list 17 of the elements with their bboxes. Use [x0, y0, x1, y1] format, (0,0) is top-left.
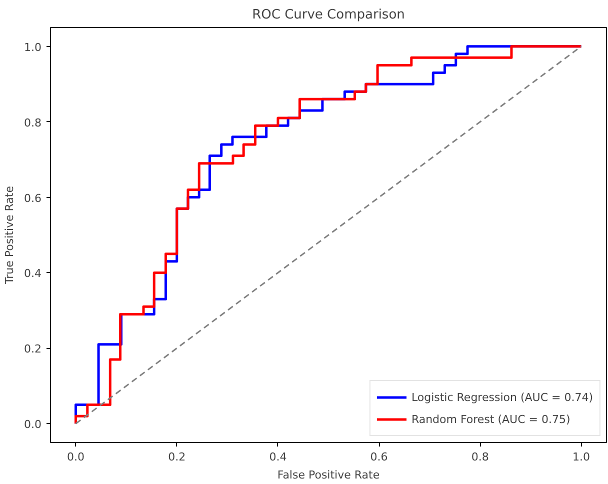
y-tick-label: 1.0	[24, 40, 42, 54]
chart-title: ROC Curve Comparison	[252, 8, 405, 22]
x-tick-label: 0.2	[168, 450, 186, 464]
y-tick-label: 0.4	[24, 267, 42, 280]
y-tick-label: 0.6	[24, 192, 42, 205]
x-tick-label: 0.8	[471, 450, 489, 464]
x-tick-label: 0.4	[269, 450, 287, 464]
y-tick-label: 0.8	[24, 116, 42, 130]
x-tick-label: 0.0	[67, 450, 85, 464]
y-tick-label: 0.2	[24, 342, 42, 356]
legend-label: Logistic Regression (AUC = 0.74)	[411, 390, 593, 404]
y-tick-label: 0.0	[24, 418, 42, 432]
x-axis-title: False Positive Rate	[277, 468, 380, 482]
y-axis-title: True Positive Rate	[3, 186, 16, 285]
legend-label: Random Forest (AUC = 0.75)	[411, 412, 570, 426]
x-tick-label: 0.6	[370, 450, 388, 464]
x-tick-label: 1.0	[572, 450, 590, 464]
